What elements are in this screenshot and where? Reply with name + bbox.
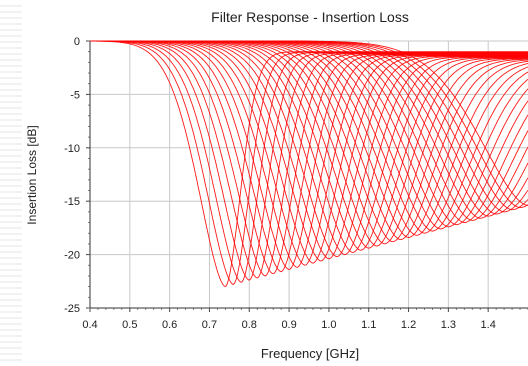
- x-tick-label: 0.4: [82, 319, 97, 331]
- grid: [89, 40, 528, 309]
- x-tick-label: 0.6: [162, 319, 177, 331]
- y-tick-label: 0: [74, 36, 80, 48]
- axes: 0.4 0.5 0.6 0.7 0.8 0.9 1.0 1.1 1.2 1.3 1.4 0 -5 -10 -…: [64, 36, 528, 331]
- x-tick-label: 1.2: [401, 319, 416, 331]
- y-tick-label: -25: [64, 303, 80, 315]
- x-tick-label: 1.0: [321, 319, 336, 331]
- x-tick-label: 0.5: [122, 319, 137, 331]
- y-tick-label: -5: [70, 89, 80, 101]
- x-tick-label: 0.8: [242, 319, 257, 331]
- x-tick-label: 1.1: [361, 319, 376, 331]
- x-tick-label: 1.4: [481, 319, 496, 331]
- x-axis-label: Frequency [GHz]: [261, 346, 359, 361]
- x-tick-label: 1.3: [441, 319, 456, 331]
- plot-area: [90, 41, 528, 308]
- y-tick-label: -20: [64, 250, 80, 262]
- chart-title: Filter Response - Insertion Loss: [211, 9, 409, 25]
- y-tick-label: -15: [64, 196, 80, 208]
- curves: [90, 40, 528, 288]
- series-line: [90, 40, 528, 206]
- y-axis-label: Insertion Loss [dB]: [25, 125, 39, 224]
- x-tick-label: 0.7: [202, 319, 217, 331]
- y-tick-label: -10: [64, 143, 80, 155]
- x-tick-label: 0.9: [281, 319, 296, 331]
- left-edge-strip: [0, 5, 22, 361]
